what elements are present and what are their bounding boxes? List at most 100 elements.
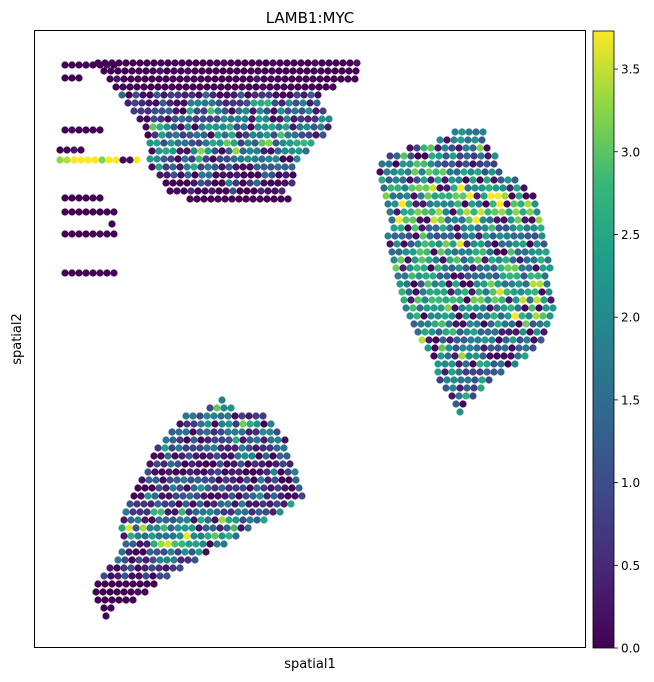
data-point	[271, 99, 279, 107]
data-point	[455, 392, 463, 400]
data-point	[193, 468, 201, 476]
data-point	[122, 59, 130, 67]
data-point	[178, 452, 186, 460]
data-point	[204, 532, 212, 540]
data-point	[292, 476, 300, 484]
data-point	[286, 91, 294, 99]
colorbar-ticks: 0.00.51.01.52.02.53.03.5	[614, 63, 640, 656]
data-point	[152, 476, 160, 484]
data-point	[267, 436, 275, 444]
data-point	[439, 336, 447, 344]
data-point	[208, 476, 216, 484]
data-point	[472, 128, 480, 136]
data-point	[521, 304, 529, 312]
data-point	[444, 304, 452, 312]
data-point	[271, 187, 279, 195]
data-point	[226, 123, 234, 131]
data-point	[531, 288, 539, 296]
data-point	[242, 107, 250, 115]
data-point	[452, 344, 460, 352]
data-point	[452, 320, 460, 328]
data-point	[151, 468, 159, 476]
data-point	[445, 280, 453, 288]
data-point	[471, 376, 479, 384]
data-point	[418, 336, 426, 344]
data-point	[182, 428, 190, 436]
data-point	[490, 264, 498, 272]
data-point	[68, 208, 76, 216]
data-point	[472, 352, 480, 360]
data-point	[485, 376, 493, 384]
data-point	[150, 115, 158, 123]
data-point	[440, 200, 448, 208]
data-point	[195, 524, 203, 532]
data-point	[519, 208, 527, 216]
data-point	[421, 152, 429, 160]
data-point	[122, 540, 130, 548]
data-point	[217, 500, 225, 508]
data-point	[228, 195, 236, 203]
data-point	[466, 320, 474, 328]
data-point	[226, 67, 234, 75]
data-point	[480, 280, 488, 288]
data-point	[141, 516, 149, 524]
data-point	[470, 328, 478, 336]
data-point	[174, 460, 182, 468]
data-point	[152, 99, 160, 107]
data-point	[290, 115, 298, 123]
data-point	[434, 264, 442, 272]
data-point	[239, 147, 247, 155]
data-point	[254, 171, 262, 179]
data-point	[434, 360, 442, 368]
data-point	[239, 420, 247, 428]
data-point	[181, 460, 189, 468]
data-point	[483, 368, 491, 376]
data-point	[232, 163, 240, 171]
data-point	[189, 412, 197, 420]
data-point	[439, 224, 447, 232]
data-point	[253, 516, 261, 524]
data-point	[146, 139, 154, 147]
data-point	[221, 131, 229, 139]
data-point	[322, 83, 330, 91]
data-point	[412, 200, 420, 208]
data-point	[446, 224, 454, 232]
data-point	[237, 139, 245, 147]
data-point	[228, 131, 236, 139]
x-axis-label: spatial1	[284, 657, 336, 672]
data-point	[441, 312, 449, 320]
data-point	[439, 168, 447, 176]
data-point	[178, 59, 186, 67]
data-point	[392, 160, 400, 168]
data-point	[456, 152, 464, 160]
data-point	[239, 179, 247, 187]
data-point	[455, 368, 463, 376]
data-point	[462, 176, 470, 184]
data-point	[56, 156, 64, 164]
data-point	[339, 59, 347, 67]
data-point	[245, 83, 253, 91]
data-point	[168, 500, 176, 508]
data-point	[495, 256, 503, 264]
data-point	[157, 59, 165, 67]
data-point	[454, 232, 462, 240]
data-point	[530, 256, 538, 264]
data-point	[150, 508, 158, 516]
scatter-points	[56, 59, 557, 620]
data-point	[456, 208, 464, 216]
data-point	[89, 269, 97, 277]
data-point	[511, 176, 519, 184]
data-point	[112, 83, 120, 91]
data-point	[534, 272, 542, 280]
data-point	[270, 468, 278, 476]
data-point	[445, 344, 453, 352]
data-point	[170, 171, 178, 179]
data-point	[188, 139, 196, 147]
data-point	[452, 400, 460, 408]
data-point	[212, 171, 220, 179]
data-point	[537, 256, 545, 264]
data-point	[485, 184, 493, 192]
data-point	[447, 200, 455, 208]
data-point	[228, 468, 236, 476]
data-point	[436, 272, 444, 280]
